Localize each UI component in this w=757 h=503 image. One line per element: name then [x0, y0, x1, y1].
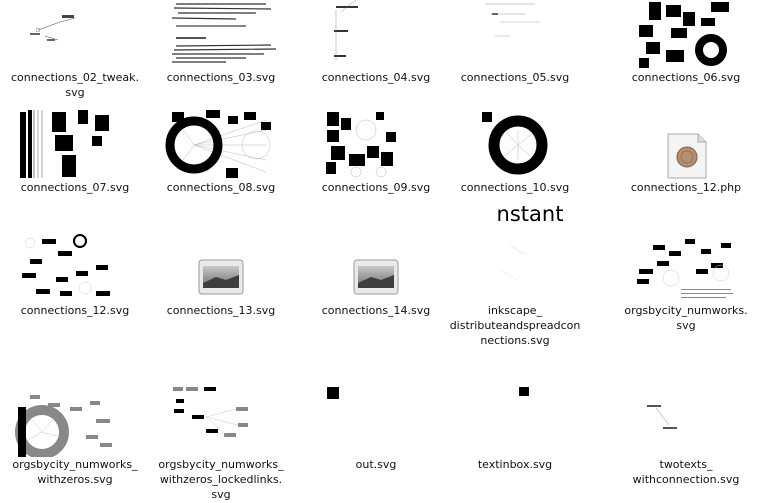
- file-item-inkscape-distributeandspreadconnections[interactable]: nstant inkscape_ distributeandspreadcon …: [440, 200, 590, 350]
- file-name-label: connections_12.php: [630, 181, 742, 194]
- file-item-connections-13[interactable]: connections_13.svg: [146, 233, 296, 323]
- svg-thumbnail: [301, 0, 451, 70]
- file-name-label: inkscape_ distributeandspreadcon nection…: [449, 304, 581, 347]
- file-item-connections-03[interactable]: connections_03.svg: [146, 0, 296, 90]
- file-name-label: connections_08.svg: [166, 181, 276, 194]
- file-name-label: twotexts_ withconnection.svg: [632, 458, 740, 486]
- svg-thumbnail: [146, 0, 296, 70]
- file-name-label: connections_05.svg: [460, 71, 570, 84]
- file-name-label: out.svg: [355, 458, 397, 471]
- svg-thumbnail: [440, 0, 590, 70]
- file-name-label: connections_03.svg: [166, 71, 276, 84]
- file-item-twotexts-withconnection[interactable]: twotexts_ withconnection.svg: [611, 387, 757, 492]
- svg-thumbnail: [0, 387, 150, 457]
- file-item-connections-07[interactable]: connections_07.svg: [0, 110, 150, 200]
- file-item-connections-06[interactable]: connections_06.svg: [611, 0, 757, 90]
- file-name-label: connections_14.svg: [321, 304, 431, 317]
- thumbnail-text: nstant: [496, 202, 564, 226]
- file-name-label: connections_02_tweak. svg: [10, 71, 140, 99]
- file-name-label: connections_13.svg: [166, 304, 276, 317]
- svg-thumbnail: [0, 0, 150, 70]
- svg-thumbnail: [611, 233, 757, 303]
- file-name-label: orgsbycity_numworks. svg: [624, 304, 748, 332]
- svg-thumbnail: [301, 110, 451, 180]
- svg-thumbnail: [611, 0, 757, 70]
- file-item-connections-10[interactable]: connections_10.svg: [440, 110, 590, 200]
- svg-thumbnail: [440, 387, 590, 457]
- file-name-label: textinbox.svg: [477, 458, 553, 471]
- file-name-label: connections_06.svg: [631, 71, 741, 84]
- image-file-icon: [301, 233, 451, 303]
- file-item-out[interactable]: out.svg: [301, 387, 451, 477]
- svg-thumbnail: [0, 110, 150, 180]
- file-item-textinbox[interactable]: textinbox.svg: [440, 387, 590, 477]
- svg-thumbnail: [611, 387, 757, 457]
- file-name-label: orgsbycity_numworks_ withzeros_lockedlin…: [158, 458, 284, 501]
- file-item-connections-04[interactable]: connections_04.svg: [301, 0, 451, 90]
- image-file-icon: [146, 233, 296, 303]
- file-name-label: connections_10.svg: [460, 181, 570, 194]
- file-item-connections-09[interactable]: connections_09.svg: [301, 110, 451, 200]
- file-item-connections-05[interactable]: connections_05.svg: [440, 0, 590, 90]
- file-item-orgsbycity-numworks-withzeros[interactable]: orgsbycity_numworks_ withzeros.svg: [0, 387, 150, 492]
- file-name-label: connections_07.svg: [20, 181, 130, 194]
- file-item-connections-14[interactable]: connections_14.svg: [301, 233, 451, 323]
- svg-thumbnail: [146, 110, 296, 180]
- file-name-label: connections_09.svg: [321, 181, 431, 194]
- file-item-connections-12-php[interactable]: connections_12.php: [611, 110, 757, 200]
- file-name-label: orgsbycity_numworks_ withzeros.svg: [12, 458, 138, 486]
- file-item-orgsbycity-numworks-withzeros-lockedlinks[interactable]: orgsbycity_numworks_ withzeros_lockedlin…: [146, 387, 296, 503]
- file-item-connections-02-tweak[interactable]: connections_02_tweak. svg: [0, 0, 150, 105]
- svg-thumbnail: [0, 233, 150, 303]
- svg-thumbnail: nstant: [440, 200, 590, 303]
- file-item-connections-08[interactable]: connections_08.svg: [146, 110, 296, 200]
- file-item-connections-12-svg[interactable]: connections_12.svg: [0, 233, 150, 323]
- svg-thumbnail: [146, 387, 296, 457]
- svg-thumbnail: [301, 387, 451, 457]
- svg-thumbnail: [440, 110, 590, 180]
- file-name-label: connections_04.svg: [321, 71, 431, 84]
- file-name-label: connections_12.svg: [20, 304, 130, 317]
- file-item-orgsbycity-numworks[interactable]: orgsbycity_numworks. svg: [611, 233, 757, 343]
- php-document-icon: [611, 110, 757, 180]
